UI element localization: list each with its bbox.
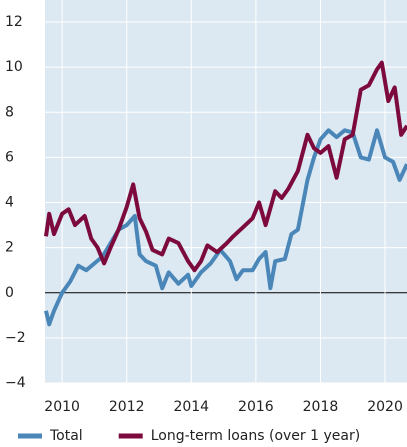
x-tick-label: 2014 bbox=[173, 399, 209, 415]
y-tick-label: 12 bbox=[5, 14, 23, 30]
y-tick-label: −4 bbox=[5, 375, 26, 391]
y-tick-label: 6 bbox=[5, 149, 14, 165]
y-tick-label: 0 bbox=[5, 285, 14, 301]
x-tick-label: 2016 bbox=[238, 399, 274, 415]
y-tick-label: 4 bbox=[5, 195, 14, 211]
y-tick-label: 2 bbox=[5, 240, 14, 256]
y-tick-label: −2 bbox=[5, 330, 26, 346]
plot-area bbox=[45, 0, 407, 383]
x-tick-label: 2020 bbox=[367, 399, 403, 415]
y-tick-label: 8 bbox=[5, 104, 14, 120]
x-tick-label: 2012 bbox=[109, 399, 145, 415]
y-tick-label: 10 bbox=[5, 59, 23, 75]
legend-label: Total bbox=[49, 428, 83, 444]
line-series bbox=[44, 60, 407, 273]
x-tick-label: 2010 bbox=[44, 399, 80, 415]
legend-label: Long-term loans (over 1 year) bbox=[151, 428, 360, 444]
x-tick-label: 2018 bbox=[303, 399, 339, 415]
